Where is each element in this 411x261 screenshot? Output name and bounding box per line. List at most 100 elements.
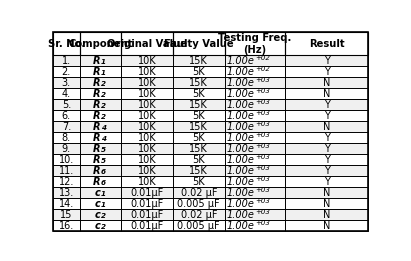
Text: Y: Y (323, 100, 330, 110)
Text: R: R (93, 166, 100, 176)
Text: 1.: 1. (62, 56, 71, 66)
Bar (80, 99, 121, 110)
Text: 3.: 3. (62, 78, 71, 88)
Text: 15K: 15K (189, 144, 208, 154)
Text: 10K: 10K (137, 122, 156, 132)
Text: 15K: 15K (189, 78, 208, 88)
Bar (121, 176, 173, 187)
Bar (285, 154, 368, 165)
Text: c: c (95, 210, 100, 220)
Bar (80, 132, 121, 143)
Text: +03: +03 (255, 121, 270, 127)
Text: 10K: 10K (137, 100, 156, 110)
Text: +03: +03 (255, 154, 270, 160)
Text: Sr. No.: Sr. No. (48, 39, 85, 49)
Text: R: R (93, 100, 100, 110)
Text: +03: +03 (255, 88, 270, 94)
Bar (173, 110, 225, 121)
Bar (80, 198, 121, 209)
Bar (173, 88, 225, 99)
Text: 16.: 16. (59, 221, 74, 231)
Bar (53, 220, 368, 231)
Text: Y: Y (323, 144, 330, 154)
Text: +03: +03 (255, 176, 270, 182)
Bar (121, 143, 173, 154)
Bar (53, 88, 80, 99)
Bar (53, 66, 80, 77)
Text: 4: 4 (101, 125, 106, 131)
Bar (80, 165, 121, 176)
Bar (53, 66, 368, 77)
Bar (121, 55, 173, 66)
Text: 14.: 14. (59, 199, 74, 209)
Text: +03: +03 (255, 209, 270, 215)
Text: +03: +03 (255, 165, 270, 171)
Text: +03: +03 (255, 132, 270, 138)
Bar (285, 220, 368, 231)
Bar (173, 209, 225, 220)
Bar (53, 32, 80, 55)
Bar (173, 143, 225, 154)
Text: 10K: 10K (137, 144, 156, 154)
Bar (225, 220, 285, 231)
Bar (225, 99, 285, 110)
Text: R: R (93, 89, 100, 99)
Text: 1.00e: 1.00e (227, 122, 255, 132)
Bar (53, 121, 368, 132)
Text: 15: 15 (60, 210, 73, 220)
Text: 1.00e: 1.00e (227, 155, 255, 165)
Text: c: c (95, 221, 100, 231)
Bar (173, 198, 225, 209)
Text: 1.00e: 1.00e (227, 67, 255, 77)
Text: R: R (93, 155, 100, 165)
Bar (53, 110, 368, 121)
Bar (121, 154, 173, 165)
Text: Testing Freq.
(Hz): Testing Freq. (Hz) (218, 33, 291, 55)
Bar (80, 32, 121, 55)
Text: 10K: 10K (137, 177, 156, 187)
Bar (53, 187, 80, 198)
Text: c: c (95, 199, 100, 209)
Bar (285, 165, 368, 176)
Bar (285, 143, 368, 154)
Text: 2: 2 (101, 92, 106, 98)
Bar (53, 99, 80, 110)
Bar (53, 209, 368, 220)
Text: 0.01μF: 0.01μF (130, 210, 164, 220)
Bar (80, 88, 121, 99)
Bar (225, 121, 285, 132)
Text: 10K: 10K (137, 67, 156, 77)
Text: 0.005 μF: 0.005 μF (178, 199, 220, 209)
Text: 1: 1 (101, 191, 106, 197)
Bar (80, 209, 121, 220)
Text: 1: 1 (101, 70, 106, 76)
Text: 10K: 10K (137, 56, 156, 66)
Text: +03: +03 (255, 77, 270, 83)
Bar (80, 55, 121, 66)
Bar (173, 55, 225, 66)
Text: N: N (323, 199, 330, 209)
Text: 1.00e: 1.00e (227, 177, 255, 187)
Bar (225, 32, 285, 55)
Bar (80, 121, 121, 132)
Text: Y: Y (323, 67, 330, 77)
Bar (173, 187, 225, 198)
Text: 2: 2 (101, 103, 106, 109)
Text: 1.00e: 1.00e (227, 111, 255, 121)
Bar (121, 66, 173, 77)
Text: 10K: 10K (137, 78, 156, 88)
Text: 0.02 μF: 0.02 μF (180, 210, 217, 220)
Text: R: R (93, 122, 100, 132)
Text: 4: 4 (101, 136, 106, 142)
Text: 6: 6 (101, 169, 106, 175)
Text: 5: 5 (101, 158, 106, 164)
Bar (285, 88, 368, 99)
Text: Y: Y (323, 177, 330, 187)
Bar (225, 132, 285, 143)
Text: Faulty Value: Faulty Value (164, 39, 233, 49)
Text: 0.01μF: 0.01μF (130, 199, 164, 209)
Text: R: R (93, 144, 100, 154)
Bar (53, 55, 368, 66)
Text: 5K: 5K (192, 111, 205, 121)
Text: +02: +02 (255, 55, 270, 61)
